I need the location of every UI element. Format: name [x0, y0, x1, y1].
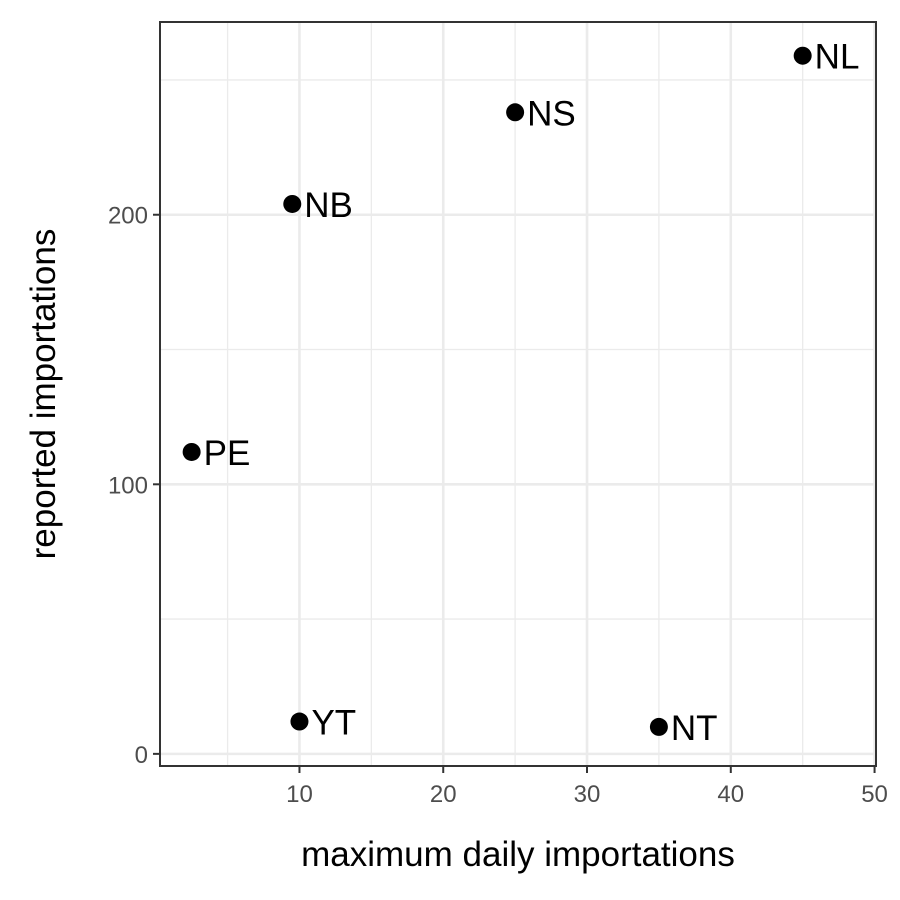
x-tick-label: 40 — [717, 781, 744, 808]
data-point — [793, 46, 812, 65]
point-label: NS — [527, 94, 576, 133]
x-tick-label: 20 — [430, 781, 457, 808]
grid — [160, 22, 876, 766]
point-label: NB — [304, 186, 353, 225]
plot-panel — [159, 21, 877, 767]
point-label: NL — [815, 38, 860, 77]
axes: 10 20 30 40 50 0 100 200 — [108, 203, 888, 808]
x-tick-label: 50 — [861, 781, 888, 808]
y-axis-title: reported importations — [24, 229, 63, 560]
x-axis-title: maximum daily importations — [301, 835, 735, 874]
x-tick-label: 10 — [286, 781, 313, 808]
y-tick-label: 200 — [108, 203, 148, 230]
point-label: NT — [671, 709, 718, 748]
data-point — [182, 442, 201, 461]
data-points: NL NS NB PE YT NT — [182, 38, 860, 748]
data-point — [283, 194, 302, 213]
data-point — [290, 712, 309, 731]
x-tick-label: 30 — [574, 781, 601, 808]
y-tick-label: 0 — [135, 742, 148, 769]
data-point — [506, 103, 525, 122]
data-point — [649, 717, 668, 736]
point-label: YT — [311, 704, 356, 743]
point-label: PE — [204, 434, 251, 473]
y-tick-label: 100 — [108, 472, 148, 499]
